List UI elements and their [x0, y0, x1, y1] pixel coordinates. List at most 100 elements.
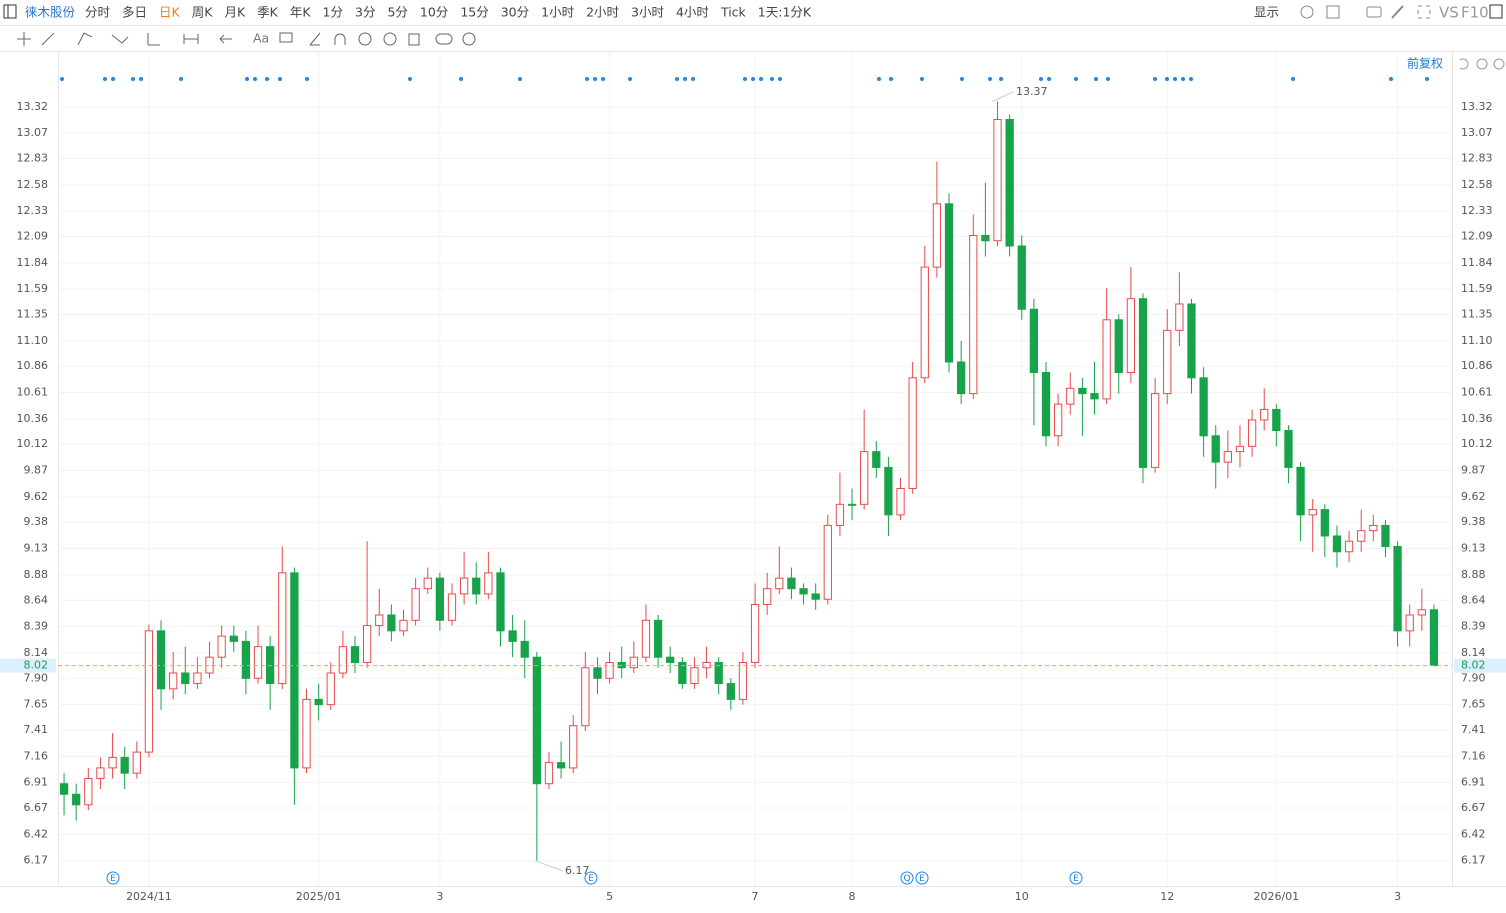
period-tab[interactable]: 30分	[501, 5, 529, 20]
candle-body	[920, 266, 929, 379]
event-label: E	[588, 874, 594, 884]
panel-icon[interactable]	[1489, 4, 1503, 19]
y-tick-label-right: 9.13	[1461, 542, 1486, 555]
candle-body	[144, 630, 154, 753]
candle-body	[1429, 609, 1439, 667]
candle-body	[229, 635, 238, 642]
vs-button[interactable]: VS	[1439, 4, 1459, 22]
delete-tool[interactable]	[408, 33, 420, 46]
candle-body	[241, 640, 251, 679]
last-price-box	[1454, 658, 1506, 673]
event-marker[interactable]	[1069, 871, 1083, 885]
event-dot	[1039, 77, 1043, 81]
event-dot	[743, 77, 747, 81]
event-marker[interactable]	[900, 871, 914, 885]
candle-body	[132, 751, 141, 774]
candle-body	[1272, 408, 1281, 432]
period-tab[interactable]: 5分	[387, 5, 407, 20]
period-tab[interactable]: 1分	[323, 5, 343, 20]
candle-body	[278, 572, 287, 685]
channel-tool[interactable]	[77, 32, 93, 46]
zoom-out[interactable]	[1476, 58, 1488, 70]
candle-body	[1320, 509, 1329, 537]
period-tab[interactable]: 月K	[224, 5, 246, 20]
f10-button[interactable]: F10	[1461, 4, 1489, 22]
event-dot	[778, 77, 782, 81]
y-tick-label-right: 10.61	[1461, 386, 1493, 399]
event-marker[interactable]	[106, 871, 120, 885]
period-tab[interactable]: 3分	[355, 5, 375, 20]
candle-body	[1369, 524, 1378, 532]
symbol[interactable]: 徕木股份	[25, 5, 76, 20]
candle-body	[84, 777, 93, 806]
zoom-in[interactable]	[1493, 58, 1505, 70]
period-tab[interactable]: Tick	[720, 5, 747, 20]
sidebar-icon[interactable]	[3, 4, 17, 19]
candle-body	[1332, 535, 1342, 553]
magnet-tool[interactable]	[334, 33, 346, 45]
compare-tool[interactable]	[435, 33, 453, 45]
period-tab[interactable]: 3小时	[631, 5, 664, 20]
candle-body	[1247, 419, 1257, 447]
adjust-mode[interactable]: 前复权	[1407, 56, 1443, 71]
period-tab[interactable]: 分时	[85, 5, 111, 20]
period-tab[interactable]: 季K	[257, 5, 279, 20]
period-tab[interactable]: 4小时	[676, 5, 709, 20]
layout-icon[interactable]	[1326, 5, 1340, 19]
candle-body	[169, 672, 178, 690]
lock-tool[interactable]	[358, 32, 372, 46]
text-tool[interactable]: Aa	[253, 31, 269, 46]
y-tick-label-right: 8.14	[1461, 646, 1486, 659]
line-tool[interactable]	[41, 32, 55, 46]
event-marker[interactable]	[915, 871, 929, 885]
y-tick-label: 12.09	[17, 230, 49, 243]
period-tab[interactable]: 1小时	[541, 5, 574, 20]
period-tab[interactable]: 15分	[460, 5, 488, 20]
candle-body	[593, 667, 602, 679]
candle-body	[253, 646, 263, 679]
candle-body	[459, 577, 469, 595]
camera-icon[interactable]	[1366, 6, 1382, 18]
measure-tool[interactable]	[147, 33, 160, 46]
display-menu[interactable]: 显示	[1254, 5, 1279, 20]
period-tab[interactable]: 日K	[159, 5, 181, 20]
reset[interactable]	[1459, 58, 1469, 70]
candle-body	[59, 783, 69, 795]
candle-body	[617, 661, 626, 669]
candle-body	[472, 577, 481, 595]
fullscreen-icon[interactable]	[1417, 5, 1431, 19]
tool-settings[interactable]	[462, 32, 476, 46]
event-label: Q	[903, 874, 910, 884]
y-tick-label: 11.35	[17, 308, 49, 321]
visibility-tool[interactable]	[383, 32, 397, 46]
candle-body	[969, 234, 978, 395]
pen-icon[interactable]	[1391, 5, 1404, 19]
candle-body	[1114, 319, 1123, 374]
period-tab[interactable]: 年K	[290, 5, 312, 20]
range-tool[interactable]	[183, 34, 199, 44]
period-tab[interactable]: 周K	[192, 5, 214, 20]
y-tick-label: 6.67	[24, 801, 49, 814]
y-tick-label: 8.64	[24, 593, 49, 606]
move-tool[interactable]	[17, 32, 31, 46]
candle-body	[1126, 298, 1136, 374]
pattern-tool[interactable]	[111, 34, 129, 44]
period-tab[interactable]: 10分	[420, 5, 448, 20]
event-dot	[877, 77, 881, 81]
candle-body	[690, 667, 699, 685]
candle-body	[1417, 609, 1426, 616]
period-tab[interactable]: 多日	[122, 5, 147, 20]
period-tab[interactable]: 1天:1分K	[758, 5, 812, 20]
y-tick-label: 10.36	[17, 412, 49, 425]
candle-body	[750, 603, 760, 663]
period-tab[interactable]: 2小时	[586, 5, 619, 20]
angle-tool[interactable]	[309, 32, 321, 46]
event-marker[interactable]	[584, 871, 598, 885]
arrow-tool[interactable]	[219, 34, 232, 44]
event-dot	[408, 77, 412, 81]
candle-body	[193, 672, 202, 685]
candle-body	[799, 588, 808, 595]
settings-icon[interactable]	[1300, 5, 1314, 19]
note-tool[interactable]	[279, 32, 293, 43]
candle-body	[1175, 303, 1184, 331]
